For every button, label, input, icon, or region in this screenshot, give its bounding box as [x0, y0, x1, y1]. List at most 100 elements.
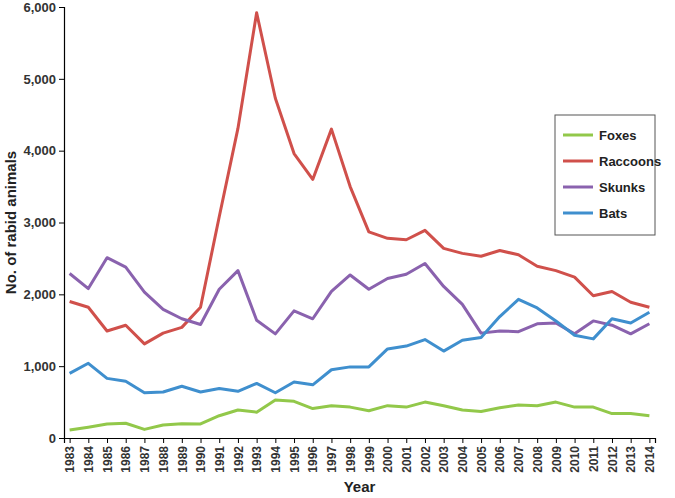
x-tick-label: 1997	[325, 446, 339, 473]
series-line	[70, 299, 650, 392]
x-tick: 1984	[82, 438, 96, 473]
x-tick: 1994	[269, 438, 283, 473]
y-tick-label: 4,000	[23, 143, 56, 158]
x-tick: 1986	[119, 438, 133, 473]
x-tick: 1992	[232, 438, 246, 473]
x-tick-label: 2002	[419, 446, 433, 473]
x-tick-label: 2008	[531, 446, 545, 473]
y-tick: 4,000	[23, 143, 64, 158]
y-tick-label: 3,000	[23, 215, 56, 230]
legend-swatch	[563, 134, 593, 137]
y-tick-label: 5,000	[23, 71, 56, 86]
x-tick-label: 2004	[456, 446, 470, 473]
x-tick-mark	[537, 438, 538, 443]
x-tick-mark	[126, 438, 127, 443]
y-tick-mark	[59, 438, 64, 439]
x-tick: 1997	[325, 438, 339, 473]
plot: 0 1,000 2,000 3,000 4,000 5,000 6,000 1983 1984 1…	[23, 0, 661, 473]
x-tick: 2014	[643, 438, 657, 473]
x-tick-mark	[612, 438, 613, 443]
x-tick: 2009	[550, 438, 564, 473]
x-tick: 1990	[194, 438, 208, 473]
y-tick: 6,000	[23, 0, 64, 15]
legend-label: Raccoons	[599, 154, 661, 169]
x-tick-mark	[406, 438, 407, 443]
x-tick: 1988	[157, 438, 171, 473]
x-tick: 2012	[606, 438, 620, 473]
y-axis-title: No. of rabid animals	[2, 151, 19, 294]
x-axis-line	[65, 439, 656, 444]
x-tick-mark	[518, 438, 519, 443]
x-tick-mark	[88, 438, 89, 443]
legend-label: Skunks	[599, 180, 645, 195]
y-tick-mark	[59, 294, 64, 295]
x-tick: 1996	[306, 438, 320, 473]
y-tick: 1,000	[23, 359, 64, 374]
x-tick-mark	[369, 438, 370, 443]
x-tick-label: 1984	[82, 446, 96, 473]
y-tick-label: 0	[49, 431, 56, 446]
x-tick-label: 2003	[437, 446, 451, 473]
y-axis-line	[59, 8, 65, 439]
x-tick: 1998	[344, 438, 358, 473]
x-tick: 1987	[138, 438, 152, 473]
x-tick-label: 1995	[288, 446, 302, 473]
x-tick-label: 2014	[643, 446, 657, 473]
x-tick-label: 1990	[194, 446, 208, 473]
x-tick: 2005	[475, 438, 489, 473]
x-tick-label: 2012	[606, 446, 620, 473]
series-line	[70, 400, 650, 430]
y-tick-mark	[59, 366, 64, 367]
x-tick: 1991	[213, 438, 227, 473]
x-tick-mark	[144, 438, 145, 443]
series-line	[70, 258, 650, 334]
x-tick-label: 1986	[119, 446, 133, 473]
x-tick: 1999	[363, 438, 377, 473]
x-tick-mark	[238, 438, 239, 443]
y-tick-mark	[59, 223, 64, 224]
x-tick-label: 1983	[63, 446, 77, 473]
x-tick: 2010	[568, 438, 582, 473]
x-tick-label: 1987	[138, 446, 152, 473]
x-tick-label: 2006	[493, 446, 507, 473]
x-tick: 2007	[512, 438, 526, 473]
x-tick-label: 2007	[512, 446, 526, 473]
x-tick: 1993	[250, 438, 264, 473]
x-tick: 2011	[587, 438, 601, 472]
x-tick-mark	[350, 438, 351, 443]
legend-label: Bats	[599, 206, 627, 221]
x-tick-label: 2005	[475, 446, 489, 473]
legend-box	[555, 115, 655, 235]
x-tick: 2002	[419, 438, 433, 473]
x-tick: 2001	[400, 438, 414, 473]
x-tick-label: 1998	[344, 446, 358, 473]
x-tick: 2003	[437, 438, 451, 473]
legend-swatch	[563, 186, 593, 189]
x-tick: 1985	[101, 438, 115, 473]
x-tick-mark	[556, 438, 557, 443]
y-tick-label: 6,000	[23, 0, 56, 15]
y-tick-mark	[59, 151, 64, 152]
y-tick: 3,000	[23, 215, 64, 230]
x-tick: 1989	[176, 438, 190, 473]
x-tick-mark	[593, 438, 594, 443]
y-axis: 0 1,000 2,000 3,000 4,000 5,000 6,000	[23, 0, 64, 446]
legend: FoxesRaccoonsSkunksBats	[555, 115, 661, 235]
x-axis-title: Year	[344, 478, 376, 495]
x-tick: 1995	[288, 438, 302, 473]
x-tick-mark	[70, 438, 71, 443]
x-tick-mark	[331, 438, 332, 443]
x-tick-label: 2009	[550, 446, 564, 473]
x-tick-mark	[575, 438, 576, 443]
x-tick-mark	[462, 438, 463, 443]
x-tick-mark	[201, 438, 202, 443]
x-tick: 2013	[624, 438, 638, 473]
chart: 0 1,000 2,000 3,000 4,000 5,000 6,000 1983 1984 1…	[0, 0, 675, 498]
x-tick-mark	[294, 438, 295, 443]
y-tick: 2,000	[23, 287, 64, 302]
x-tick-mark	[163, 438, 164, 443]
x-tick: 2008	[531, 438, 545, 473]
x-tick-mark	[425, 438, 426, 443]
x-tick: 2006	[493, 438, 507, 473]
y-tick-mark	[59, 79, 64, 80]
